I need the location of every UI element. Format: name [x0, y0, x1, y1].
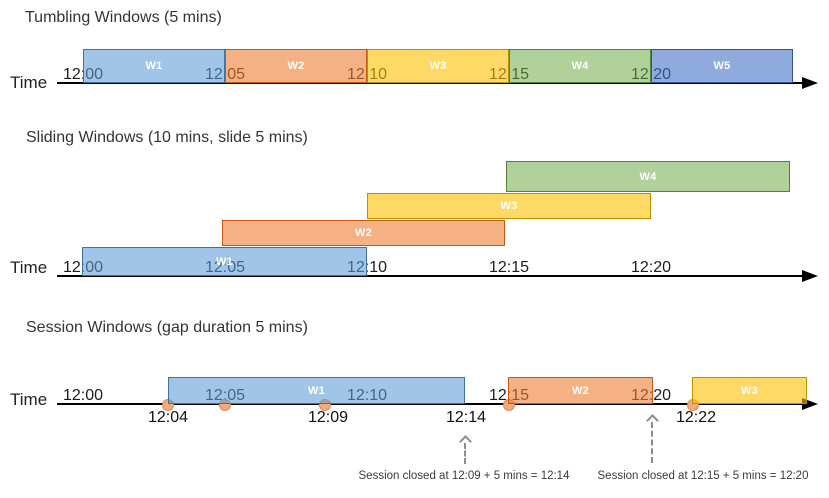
window-label: W4 — [571, 60, 589, 72]
sliding-window-bar-w2: W2 — [222, 220, 505, 246]
sliding-window-bar-w4: W4 — [506, 161, 790, 192]
window-label: W2 — [571, 384, 590, 397]
window-label: W3 — [740, 384, 759, 397]
session-time-axis-line — [57, 403, 805, 405]
tumbling-window-bar-w1: W1 — [83, 49, 225, 83]
tumbling-window-bar-w4: W4 — [509, 49, 651, 83]
arrow-dashed-stem — [464, 443, 466, 464]
window-label: W1 — [215, 255, 234, 268]
session-window-bar-w3: W3 — [692, 377, 807, 404]
sliding-section-title: Sliding Windows (10 mins, slide 5 mins) — [26, 129, 308, 146]
session-time-axis-label: Time — [10, 390, 48, 409]
window-label: W2 — [287, 60, 305, 72]
session-close-annotation-1: Session closed at 12:09 + 5 mins = 12:14 — [358, 470, 570, 482]
arrow-up-chevron-icon — [458, 435, 472, 448]
session-window-bar-w1: W1 — [168, 377, 465, 404]
tumbling-window-bar-w2: W2 — [225, 49, 367, 83]
session-close-annotation-2: Session closed at 12:15 + 5 mins = 12:20 — [597, 470, 809, 482]
window-label: W1 — [307, 384, 326, 397]
window-label: W3 — [500, 200, 518, 212]
window-label: W1 — [145, 60, 163, 72]
event-time-label-1204: 12:04 — [147, 409, 189, 426]
sliding-window-bar-w3: W3 — [367, 193, 651, 219]
event-time-label-1222: 12:22 — [675, 409, 717, 426]
tumbling-window-bar-w5: W5 — [651, 49, 793, 83]
sliding-time-axis-line — [57, 275, 805, 277]
window-label: W5 — [713, 60, 731, 72]
sliding-tick-1220: 12:20 — [630, 259, 672, 276]
arrow-dashed-stem — [651, 422, 653, 463]
session-close-arrow-icon — [458, 435, 472, 464]
tumbling-section-title: Tumbling Windows (5 mins) — [25, 9, 222, 26]
window-label: W3 — [429, 60, 447, 72]
session-window-bar-w2: W2 — [508, 377, 653, 404]
tumbling-axis-arrowhead-icon — [802, 77, 818, 89]
tumbling-time-axis-label: Time — [10, 73, 48, 92]
session-close-arrow-icon — [645, 414, 659, 463]
tumbling-time-axis-line — [57, 82, 805, 84]
window-label: W4 — [639, 170, 657, 183]
event-time-label-1209: 12:09 — [307, 409, 349, 426]
tumbling-window-bar-w3: W3 — [367, 49, 509, 83]
sliding-window-bar-w1: W1 — [82, 247, 367, 276]
sliding-time-axis-label: Time — [10, 258, 48, 277]
sliding-tick-1215: 12:15 — [488, 259, 530, 276]
sliding-axis-arrowhead-icon — [802, 270, 818, 282]
window-label: W2 — [354, 227, 373, 239]
arrow-up-chevron-icon — [645, 414, 659, 427]
event-time-label-1214: 12:14 — [445, 409, 487, 426]
session-tick-1200: 12:00 — [62, 387, 104, 404]
session-section-title: Session Windows (gap duration 5 mins) — [26, 319, 308, 336]
